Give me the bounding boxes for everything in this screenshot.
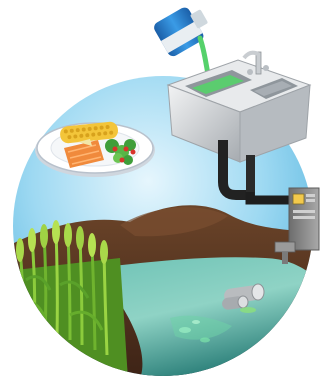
warning-label-icon	[292, 193, 305, 205]
soil-highlight	[120, 207, 228, 237]
polluted-basin-water	[192, 75, 244, 94]
outflow-pipes	[222, 283, 265, 313]
water-sparkle	[200, 337, 210, 343]
water-pollution-patch	[170, 315, 232, 340]
pouring-bottle	[154, 7, 215, 95]
water-sparkle	[192, 320, 200, 324]
corn-cob	[60, 121, 118, 144]
industrial-unit	[274, 187, 320, 264]
faucet	[255, 51, 262, 75]
salad	[105, 139, 136, 165]
water-sparkle	[179, 327, 191, 333]
drain-pipes	[218, 140, 300, 205]
food-plate	[35, 121, 155, 177]
